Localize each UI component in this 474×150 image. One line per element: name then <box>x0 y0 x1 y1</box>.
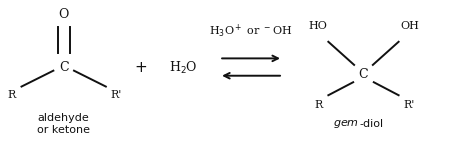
Text: OH: OH <box>400 21 419 31</box>
Text: aldehyde
or ketone: aldehyde or ketone <box>37 113 90 135</box>
Text: HO: HO <box>308 21 327 31</box>
Text: R: R <box>314 100 322 110</box>
Text: +: + <box>135 60 147 75</box>
Text: R: R <box>7 90 15 100</box>
Text: C: C <box>59 61 68 74</box>
Text: -diol: -diol <box>360 119 384 129</box>
Text: $\it{gem}$: $\it{gem}$ <box>333 118 359 130</box>
Text: C: C <box>359 69 368 81</box>
Text: R': R' <box>110 90 122 100</box>
Text: H$_2$O: H$_2$O <box>169 60 197 76</box>
Text: O: O <box>58 8 69 21</box>
Text: R': R' <box>403 100 415 110</box>
Text: H$_3$O$^+$ or $^-$OH: H$_3$O$^+$ or $^-$OH <box>210 23 293 40</box>
